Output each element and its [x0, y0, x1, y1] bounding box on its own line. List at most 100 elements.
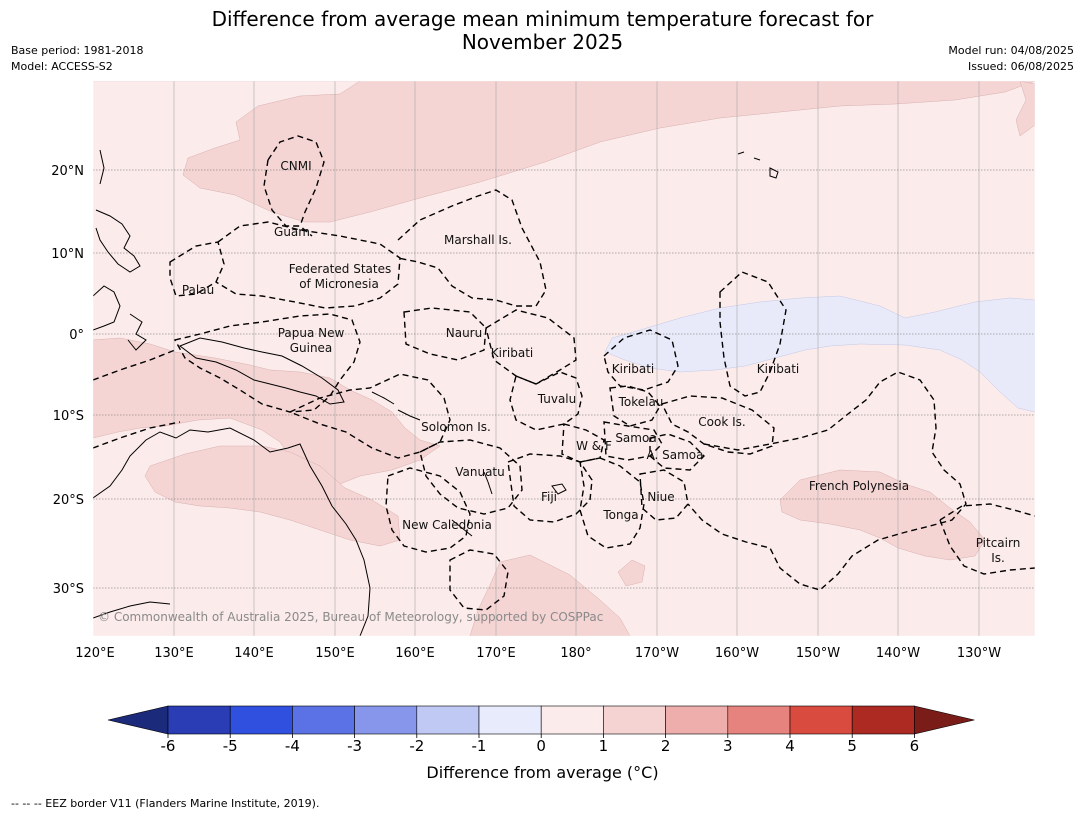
label-png-line2: Guinea: [290, 341, 333, 355]
label-new-caledonia: New Caledonia: [402, 518, 492, 532]
eez-niue: [639, 469, 689, 521]
colorbar-bin: [354, 705, 418, 735]
label-american-samoa: A. Samoa: [647, 448, 704, 462]
solomon-islands-coast: [371, 391, 421, 421]
label-fsm-line2: of Micronesia: [299, 277, 379, 291]
label-fiji: Fiji: [541, 490, 557, 504]
colorbar-tick-label: 1: [599, 737, 609, 755]
lon-label: 170°E: [476, 646, 516, 661]
hawaii-coast: [737, 151, 779, 179]
anomaly-zone-north: [93, 81, 1035, 223]
eez-borders: [93, 135, 1035, 611]
lat-label: 20°S: [53, 493, 84, 508]
label-wallis-futuna: W & F: [576, 439, 612, 453]
colorbar-bin: [603, 705, 666, 735]
label-tuvalu: Tuvalu: [537, 392, 577, 406]
anomaly-zone-ne-corner: [1015, 81, 1035, 137]
anomaly-zone-cool: [604, 295, 1035, 413]
colorbar-tick-label: 5: [847, 737, 857, 755]
label-marshall-is: Marshall Is.: [444, 233, 512, 247]
label-pitcairn-line2: Is.: [991, 551, 1005, 565]
colorbar-bin: [416, 705, 480, 735]
eez-nauru: [403, 307, 487, 361]
eez-fiji: [507, 453, 593, 523]
graticule: [93, 81, 1035, 636]
colorbar-title: Difference from average (°C): [426, 763, 659, 782]
eez-guam: [263, 159, 313, 237]
label-kiribati-east: Kiribati: [757, 362, 799, 376]
eez-cook: [660, 395, 775, 455]
eez-pitcairn: [939, 503, 1035, 575]
colorbar-tick-label: -6: [161, 737, 176, 755]
colorbar-bin: [540, 705, 604, 735]
label-french-polynesia: French Polynesia: [809, 479, 909, 493]
eez-norfolk: [449, 549, 509, 611]
new-caledonia-coast: [451, 519, 473, 537]
label-nauru: Nauru: [446, 326, 482, 340]
eez-vanuatu: [419, 439, 523, 515]
anomaly-zone-australia: [144, 445, 401, 547]
colorbar-tick-label: 0: [536, 737, 546, 755]
australia-coast: [93, 427, 371, 636]
map-frame: [92, 80, 1036, 637]
label-fsm-line1: Federated States: [289, 262, 391, 276]
label-tonga: Tonga: [602, 508, 638, 522]
colorbar-tick-label: -4: [285, 737, 300, 755]
label-vanuatu: Vanuatu: [455, 465, 505, 479]
borneo-coast: [93, 285, 121, 331]
eez-png: [173, 313, 361, 413]
fiji-coast: [551, 483, 567, 495]
title-line-2: November 2025: [461, 30, 624, 54]
lon-label: 160°E: [395, 646, 435, 661]
lat-label: 0°: [69, 328, 84, 343]
colorbar-tick-label: -1: [472, 737, 487, 755]
lon-label: 130°E: [154, 646, 194, 661]
lon-label: 170°W: [635, 646, 679, 661]
colorbar-extend-high: [914, 705, 975, 735]
eez-kiribati-phoenix: [603, 329, 679, 391]
label-tokelau: Tokelau: [618, 395, 664, 409]
eez-kiribati-line: [719, 271, 787, 397]
colorbar: -6 -5 -4 -3 -2 -1 0 1 2 3 4 5 6: [107, 705, 975, 755]
colorbar-tick-label: 3: [723, 737, 733, 755]
label-solomon-is: Solomon Is.: [421, 420, 491, 434]
lat-label: 10°N: [51, 247, 84, 262]
new-guinea-coast: [178, 337, 345, 405]
colorbar-tick-label: -5: [223, 737, 238, 755]
map-title: Difference from average mean minimum tem…: [0, 8, 1085, 54]
label-pitcairn-line1: Pitcairn: [976, 536, 1021, 550]
lon-label: 140°W: [876, 646, 920, 661]
label-png-line1: Papua New: [278, 326, 345, 340]
lon-label: 140°E: [234, 646, 274, 661]
eez-tuvalu: [509, 371, 583, 431]
copyright-notice: © Commonwealth of Australia 2025, Bureau…: [98, 610, 603, 624]
colorbar-tick-label: 2: [661, 737, 671, 755]
philippines-coast: [95, 149, 141, 273]
lon-label: 180°: [560, 646, 591, 661]
eez-marshall: [397, 189, 547, 307]
meta-left: Base period: 1981-2018 Model: ACCESS-S2: [11, 43, 143, 75]
label-cook-is: Cook Is.: [698, 415, 745, 429]
label-cnmi: CNMI: [280, 159, 311, 173]
eez-tonga: [579, 457, 645, 549]
eez-kiribati-gilbert: [485, 309, 577, 385]
lon-label: 150°E: [315, 646, 355, 661]
colorbar-bin: [665, 705, 729, 735]
eez-american-samoa: [649, 433, 705, 471]
lon-label: 160°W: [715, 646, 759, 661]
colorbar-bin: [789, 705, 853, 735]
colorbar-bin: [727, 705, 791, 735]
latitude-labels: 20°N 10°N 0° 10°S 20°S 30°S: [51, 164, 84, 597]
coastlines: [93, 149, 779, 636]
eez-solomon: [288, 373, 451, 459]
issued-date: Issued: 06/08/2025: [967, 60, 1074, 73]
lon-label: 150°W: [796, 646, 840, 661]
anomaly-zone-south: [469, 554, 631, 636]
eez-french-polynesia: [687, 371, 967, 591]
label-niue: Niue: [647, 490, 674, 504]
eez-fsm: [215, 221, 401, 309]
colorbar-bin: [478, 705, 542, 735]
colorbar-bin: [292, 705, 355, 735]
label-samoa: Samoa: [615, 431, 656, 445]
